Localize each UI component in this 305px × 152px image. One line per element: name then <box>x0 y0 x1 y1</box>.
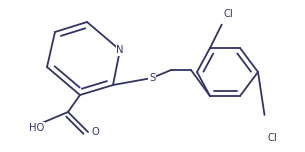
Text: O: O <box>92 127 100 137</box>
Text: HO: HO <box>29 123 45 133</box>
Text: Cl: Cl <box>223 9 233 19</box>
Text: N: N <box>116 45 124 55</box>
Text: S: S <box>149 73 155 83</box>
Text: Cl: Cl <box>267 133 277 143</box>
